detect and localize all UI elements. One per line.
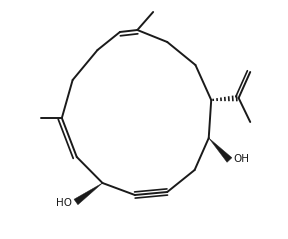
Polygon shape: [74, 183, 103, 205]
Polygon shape: [209, 138, 232, 162]
Text: HO: HO: [56, 198, 72, 208]
Text: OH: OH: [234, 154, 250, 164]
